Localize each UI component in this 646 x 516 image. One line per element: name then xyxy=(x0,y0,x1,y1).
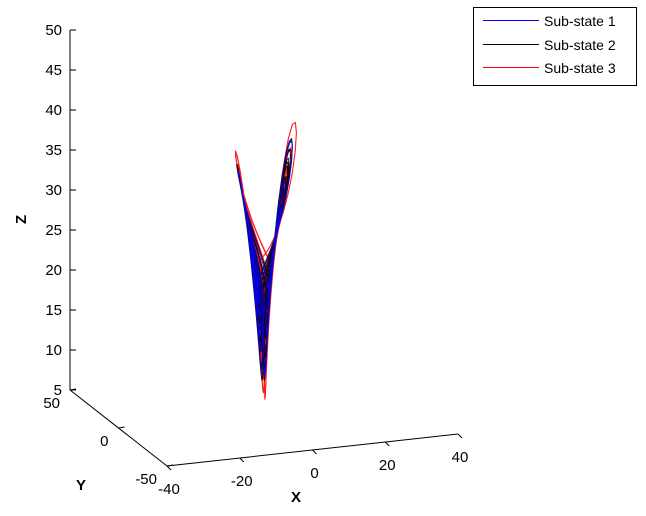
legend-item-sub-state-1: Sub-state 1 xyxy=(474,11,636,31)
y-axis-label: Y xyxy=(76,477,86,494)
x-tick-mark xyxy=(166,465,172,471)
y-tick-label: 50 xyxy=(43,395,60,412)
legend-label: Sub-state 1 xyxy=(544,13,616,29)
x-tick-label: -40 xyxy=(158,481,180,498)
z-tick-label: 10 xyxy=(45,342,62,359)
z-tick-label: 5 xyxy=(54,382,62,399)
y-tick-label: -50 xyxy=(135,471,157,488)
legend-swatch xyxy=(483,67,539,68)
legend-swatch xyxy=(483,20,539,21)
series-line-sub-state-1 xyxy=(237,139,293,379)
chart-axes xyxy=(69,29,463,471)
legend-label: Sub-state 3 xyxy=(544,60,616,76)
z-tick-label: 35 xyxy=(45,142,62,159)
z-tick-label: 40 xyxy=(45,102,62,119)
z-tick-label: 45 xyxy=(45,62,62,79)
x-tick-mark xyxy=(384,441,390,447)
x-tick-mark xyxy=(457,433,463,439)
z-tick-label: 20 xyxy=(45,262,62,279)
legend-item-sub-state-2: Sub-state 2 xyxy=(474,35,636,55)
legend-swatch xyxy=(483,44,539,45)
x-axis-label: X xyxy=(291,489,301,506)
legend-item-sub-state-3: Sub-state 3 xyxy=(474,58,636,78)
x-tick-label: -20 xyxy=(231,473,253,490)
legend-label: Sub-state 2 xyxy=(544,37,616,53)
x-tick-label: 40 xyxy=(452,449,469,466)
chart-legend: Sub-state 1 Sub-state 2 Sub-state 3 xyxy=(473,7,637,86)
y-tick-mark xyxy=(118,426,125,429)
z-tick-label: 15 xyxy=(45,302,62,319)
z-tick-label: 25 xyxy=(45,222,62,239)
x-tick-mark xyxy=(239,457,245,463)
x-tick-label: 0 xyxy=(310,465,318,482)
trajectory-layer xyxy=(234,121,297,401)
y-tick-label: 0 xyxy=(100,433,108,450)
z-tick-label: 30 xyxy=(45,182,62,199)
x-tick-mark xyxy=(312,449,317,455)
x-tick-label: 20 xyxy=(379,457,396,474)
z-tick-label: 50 xyxy=(45,22,62,39)
y-tick-mark xyxy=(166,464,174,467)
series-line-sub-state-2 xyxy=(236,137,293,382)
z-axis-label: Z xyxy=(13,215,30,224)
